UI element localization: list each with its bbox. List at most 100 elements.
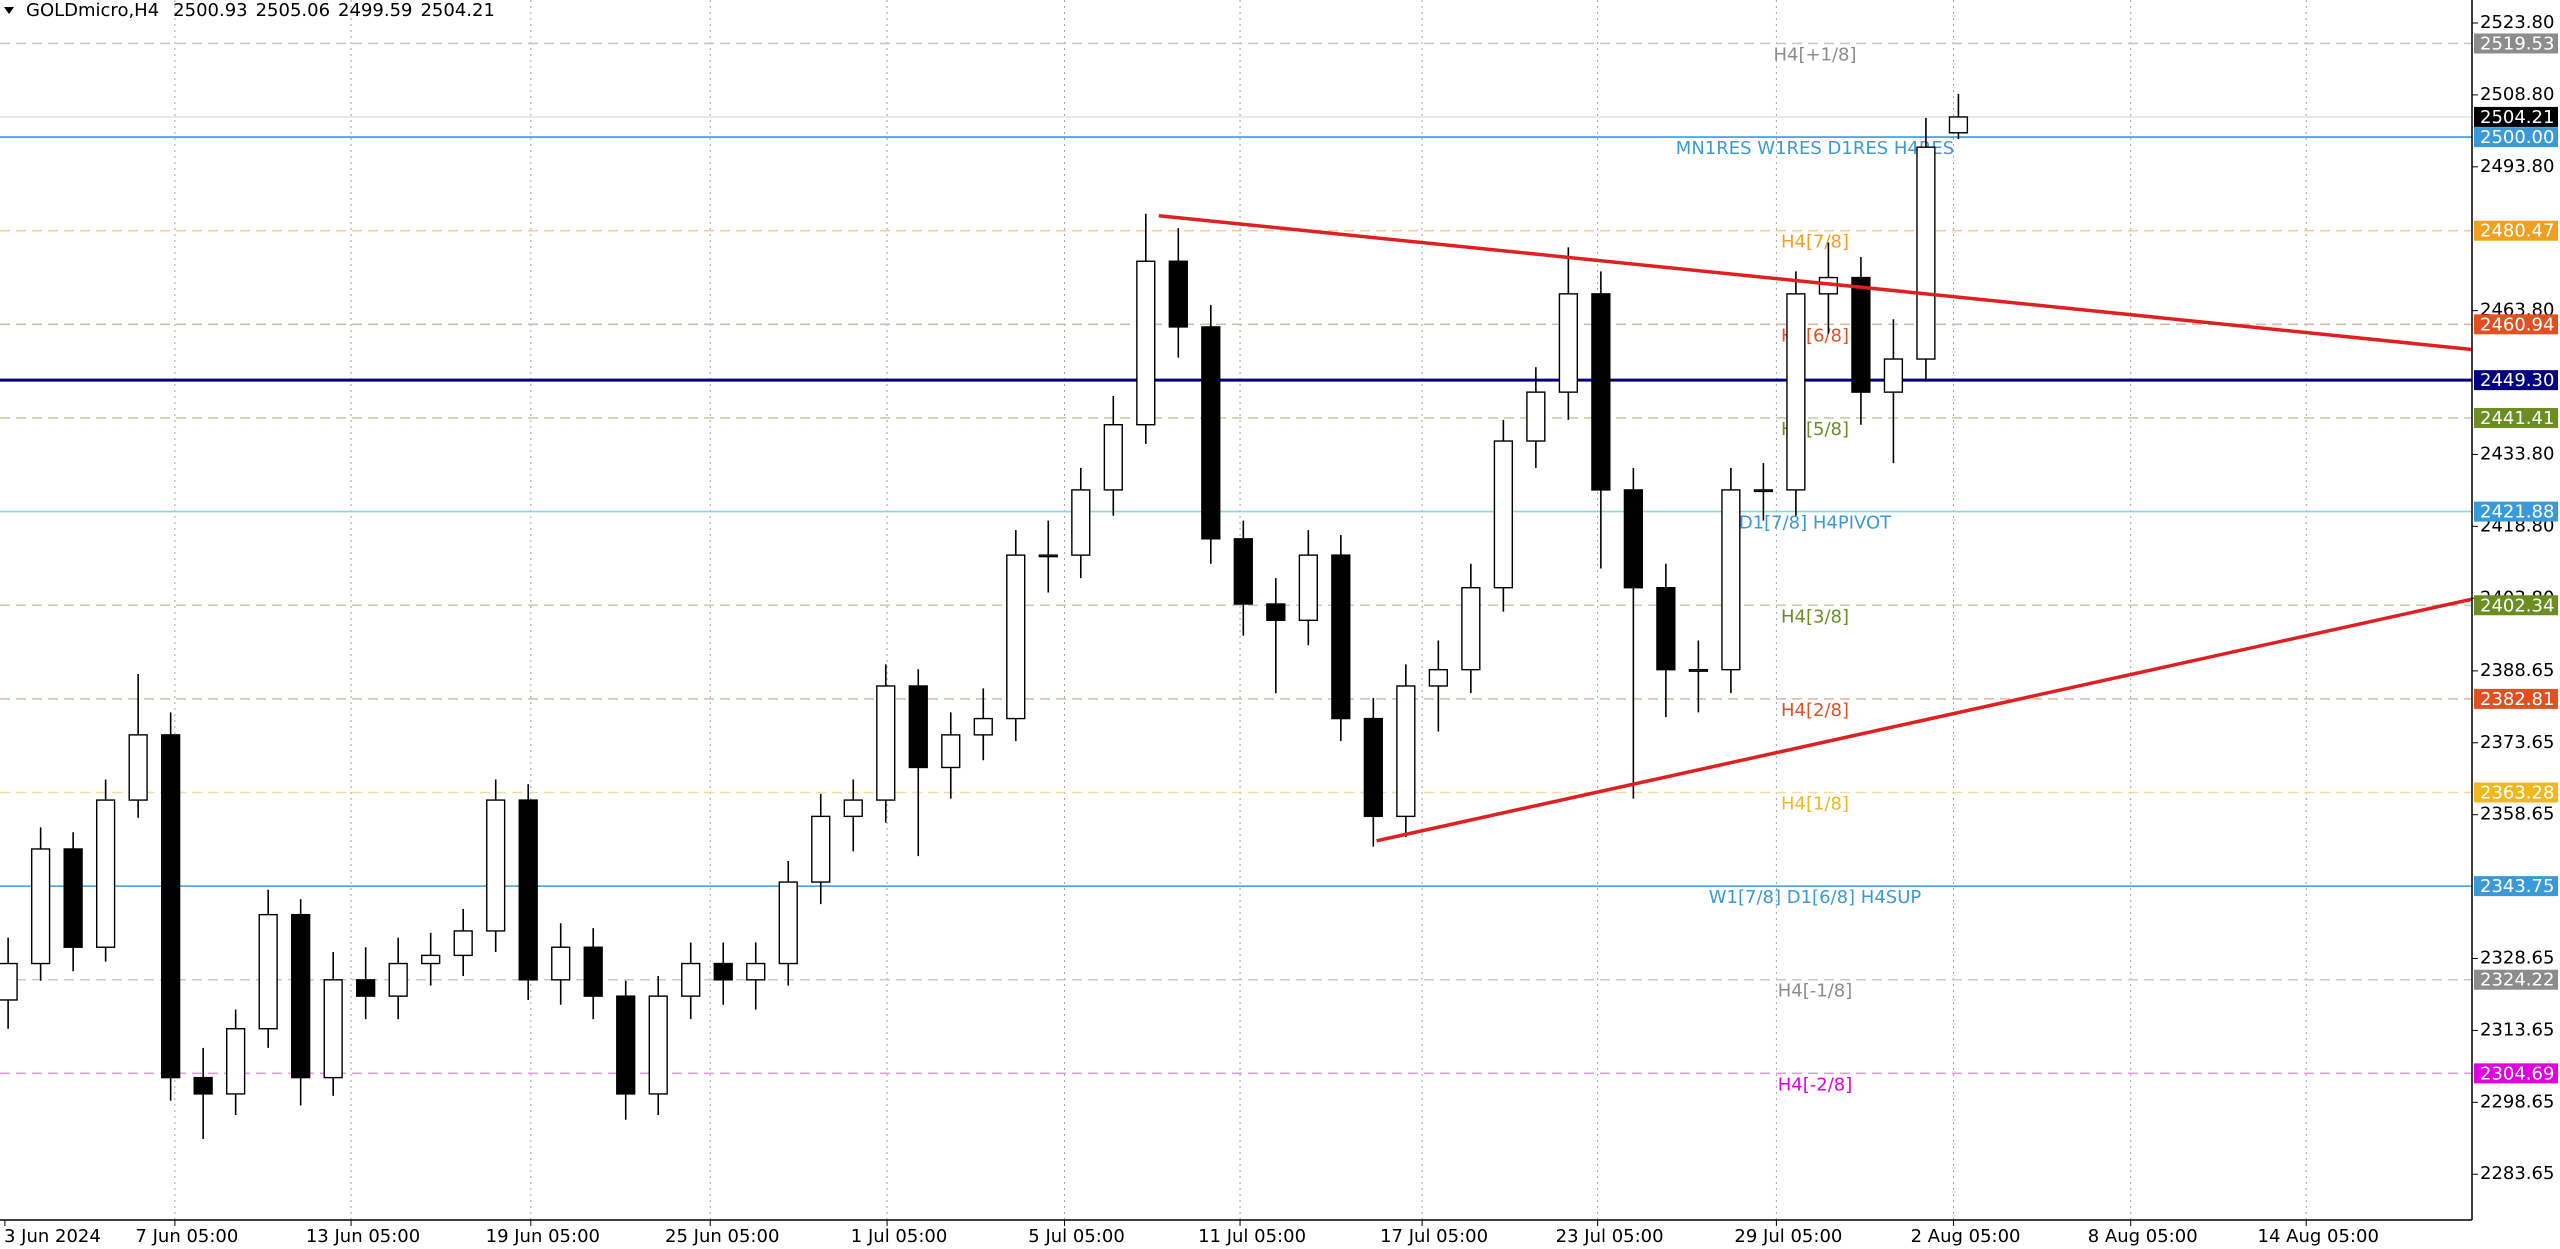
candle-body (356, 979, 376, 997)
header: GOLDmicro,H4 2500.93 2505.06 2499.59 2504.2… (4, 0, 495, 21)
level-price-label: 2304.69 (2480, 1063, 2554, 1084)
level-price-box (2474, 33, 2558, 54)
candle-body (648, 995, 668, 1095)
level-price-box (2474, 1063, 2558, 1084)
x-tick-label: 17 Jul 05:00 (1380, 1226, 1488, 1247)
level-price-box (2474, 127, 2558, 148)
candle-body (518, 799, 538, 981)
candle-body (1526, 391, 1546, 442)
level-price-box (2474, 407, 2558, 428)
candle-body (681, 962, 701, 997)
candle-body (1591, 293, 1611, 491)
candle-body (193, 1076, 213, 1095)
level-price-label: 2460.94 (2480, 314, 2554, 335)
menu-triangle[interactable] (4, 7, 14, 14)
level-price-label: 2324.22 (2480, 970, 2554, 991)
candle-body (843, 799, 863, 818)
candle-body (908, 685, 928, 769)
candle-body (583, 946, 603, 997)
ohlc-value: 2504.21 (420, 0, 494, 21)
current-price-box (2474, 106, 2558, 127)
x-tick-label: 29 Jul 05:00 (1734, 1226, 1842, 1247)
x-tick-label: 25 Jun 05:00 (665, 1226, 779, 1247)
candle-body (778, 881, 798, 965)
ohlc-value: 2499.59 (338, 0, 412, 21)
candle-body (1266, 603, 1286, 622)
candle-body (1331, 554, 1351, 720)
y-tick-label: 2313.65 (2480, 1019, 2554, 1040)
level-price-label: 2480.47 (2480, 221, 2554, 242)
x-tick-label: 3 Jun 2024 (4, 1226, 101, 1247)
candle-body (63, 848, 83, 948)
y-tick-label: 2508.80 (2480, 84, 2554, 105)
candle-body (453, 930, 473, 957)
candle-body (1168, 260, 1188, 328)
candle-body (388, 962, 408, 997)
level-name: H4[2/8] (1781, 700, 1849, 721)
level-name: H4[+1/8] (1773, 44, 1856, 65)
level-price-label: 2500.00 (2480, 127, 2554, 148)
level-price-label: 2382.81 (2480, 689, 2554, 710)
candle-body (1136, 260, 1156, 426)
y-tick-label: 2358.65 (2480, 804, 2554, 825)
y-tick-label: 2298.65 (2480, 1091, 2554, 1112)
candle-body (1851, 276, 1871, 393)
x-tick-label: 7 Jun 05:00 (135, 1226, 238, 1247)
level-price-box (2474, 370, 2558, 391)
current-price-label: 2504.21 (2480, 107, 2554, 128)
ohlc-value: 2500.93 (173, 0, 247, 21)
candle-body (1721, 489, 1741, 671)
candle-body (421, 954, 441, 965)
x-tick-label: 19 Jun 05:00 (486, 1226, 600, 1247)
candle-body (941, 734, 961, 769)
level-name: H4[7/8] (1781, 232, 1849, 253)
trendline (1158, 213, 2473, 352)
level-name: H4[1/8] (1781, 793, 1849, 814)
x-tick-label: 13 Jun 05:00 (306, 1226, 420, 1247)
candle-body (96, 799, 116, 948)
level-name: H4[-2/8] (1778, 1074, 1853, 1095)
level-price-label: 2519.53 (2480, 33, 2554, 54)
candle-body (1883, 358, 1904, 393)
candle-body (30, 848, 51, 965)
candle-body (746, 962, 766, 981)
y-tick-label: 2373.65 (2480, 732, 2554, 753)
level-name: D1[7/8] H4PIVOT (1739, 513, 1892, 534)
candle-body (0, 962, 18, 1001)
x-tick-label: 1 Jul 05:00 (851, 1226, 948, 1247)
level-name: W1[7/8] D1[6/8] H4SUP (1709, 887, 1922, 908)
y-tick-label: 2328.65 (2480, 948, 2554, 969)
candle-body (1558, 293, 1579, 393)
candle-body (258, 913, 278, 1030)
candle-body (1298, 554, 1318, 622)
candle-body (1396, 685, 1416, 818)
x-tick-label: 23 Jul 05:00 (1556, 1226, 1664, 1247)
candle-body (1786, 293, 1806, 491)
level-price-box (2474, 782, 2558, 803)
level-price-box (2474, 501, 2558, 522)
candle-body (1493, 440, 1513, 589)
candle-body (973, 717, 993, 736)
candle-body (1006, 554, 1026, 720)
candle-body (616, 995, 636, 1095)
level-name: H4[3/8] (1781, 606, 1849, 627)
x-tick-label: 5 Jul 05:00 (1028, 1226, 1125, 1247)
candle-body (1071, 489, 1091, 556)
candle-body (811, 815, 831, 883)
y-tick-label: 2388.65 (2480, 660, 2554, 681)
y-tick-label: 2433.80 (2480, 443, 2554, 464)
x-tick-label: 2 Aug 05:00 (1911, 1226, 2021, 1247)
candle-body (1916, 146, 1936, 360)
level-price-label: 2441.41 (2480, 408, 2554, 429)
candle-body (1688, 668, 1709, 672)
y-tick-label: 2283.65 (2480, 1163, 2554, 1184)
candle-body (1428, 668, 1448, 687)
level-name: H4[-1/8] (1778, 981, 1853, 1002)
level-price-box (2474, 688, 2558, 709)
candle-body (551, 946, 571, 981)
y-tick-label: 2523.80 (2480, 12, 2554, 33)
candle-body (1656, 587, 1676, 671)
